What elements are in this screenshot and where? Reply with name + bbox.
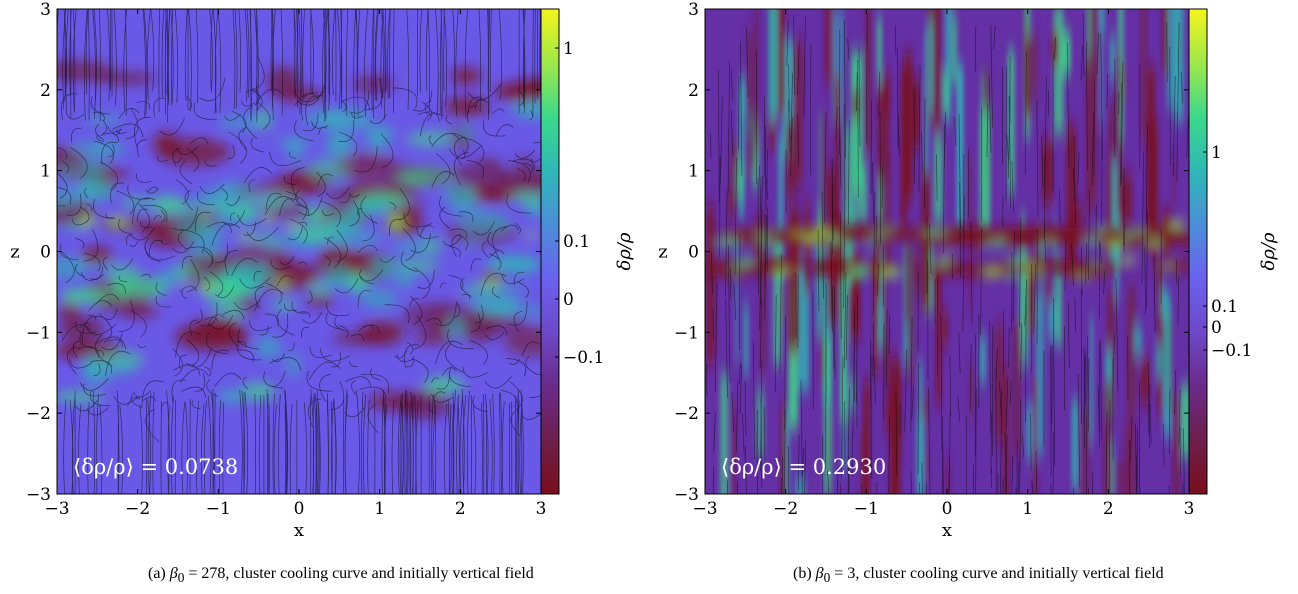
x-tick-label: −2	[125, 499, 150, 519]
y-tick-label: 1	[688, 162, 699, 182]
caption-b-beta: β	[815, 565, 824, 582]
colorbar	[1188, 8, 1208, 495]
colorbar-tick-label: 0	[563, 290, 574, 310]
x-tick-label: −3	[44, 499, 69, 519]
caption-b: (b) β0 = 3, cluster cooling curve and in…	[793, 565, 1164, 586]
y-tick-label: −2	[26, 404, 51, 424]
colorbar-label: δρ/ρ	[614, 232, 635, 270]
colorbar-tick-label: 0.1	[563, 232, 590, 252]
x-tick-label: 0	[294, 499, 305, 519]
mean-density-annotation: ⟨δρ/ρ⟩ = 0.0738	[73, 455, 238, 479]
y-tick-label: 3	[688, 0, 699, 20]
x-tick-label: 1	[374, 499, 385, 519]
x-tick-label: 1	[1022, 499, 1033, 519]
colorbar-tick-label: 0.1	[1211, 297, 1238, 317]
x-axis-label: x	[294, 520, 304, 541]
x-tick-label: −2	[773, 499, 798, 519]
colorbar-label: δρ/ρ	[1258, 232, 1279, 270]
caption-a: (a) β0 = 278, cluster cooling curve and …	[148, 565, 534, 586]
caption-b-label: (b)	[793, 565, 812, 582]
x-tick-label: 2	[455, 499, 466, 519]
y-tick-label: −2	[674, 404, 699, 424]
colorbar-tick-label: −0.1	[563, 348, 604, 368]
caption-a-label: (a)	[148, 565, 166, 582]
caption-a-beta-sub: 0	[177, 570, 185, 586]
caption-a-text: = 278, cluster cooling curve and initial…	[184, 565, 534, 582]
caption-b-text: = 3, cluster cooling curve and initially…	[830, 565, 1164, 582]
x-tick-label: 0	[942, 499, 953, 519]
x-tick-label: −3	[692, 499, 717, 519]
y-tick-label: −1	[26, 323, 51, 343]
x-tick-label: 3	[1184, 499, 1195, 519]
density-field	[706, 9, 1189, 494]
x-tick-label: −1	[854, 499, 879, 519]
y-tick-label: 0	[688, 243, 699, 263]
x-tick-label: 3	[536, 499, 547, 519]
mean-density-annotation: ⟨δρ/ρ⟩ = 0.2930	[721, 455, 886, 479]
colorbar-tick-label: 0	[1211, 318, 1222, 338]
y-axis-label: z	[10, 242, 19, 263]
caption-a-beta: β	[169, 565, 178, 582]
colorbar-tick-label: 1	[563, 39, 574, 59]
y-tick-label: 0	[40, 243, 51, 263]
panel-b: −3 −2 −1 0 1 2 3 −3 −2 −1 0 1 2 3 x z ⟨δρ/ρ⟩ = 0.2930 1 0.…	[658, 0, 1279, 541]
caption-b-beta-sub: 0	[823, 570, 831, 586]
y-tick-label: −3	[26, 485, 51, 505]
colorbar-tick-label: −0.1	[1211, 341, 1252, 361]
x-tick-label: 2	[1103, 499, 1114, 519]
y-tick-label: 2	[688, 81, 699, 101]
y-axis-label: z	[658, 242, 667, 263]
x-axis-label: x	[942, 520, 952, 541]
colorbar	[540, 8, 560, 495]
y-tick-label: 3	[40, 0, 51, 20]
y-tick-label: −1	[674, 323, 699, 343]
y-tick-label: 1	[40, 162, 51, 182]
y-tick-label: −3	[674, 485, 699, 505]
panel-a: −3 −2 −1 0 1 2 3 −3 −2 −1 0 1 2 3 x z ⟨δρ/ρ⟩ = 0.0738 1 0.…	[10, 0, 635, 541]
x-tick-label: −1	[206, 499, 231, 519]
density-field	[57, 9, 541, 494]
colorbar-tick-label: 1	[1211, 143, 1222, 163]
y-tick-label: 2	[40, 81, 51, 101]
